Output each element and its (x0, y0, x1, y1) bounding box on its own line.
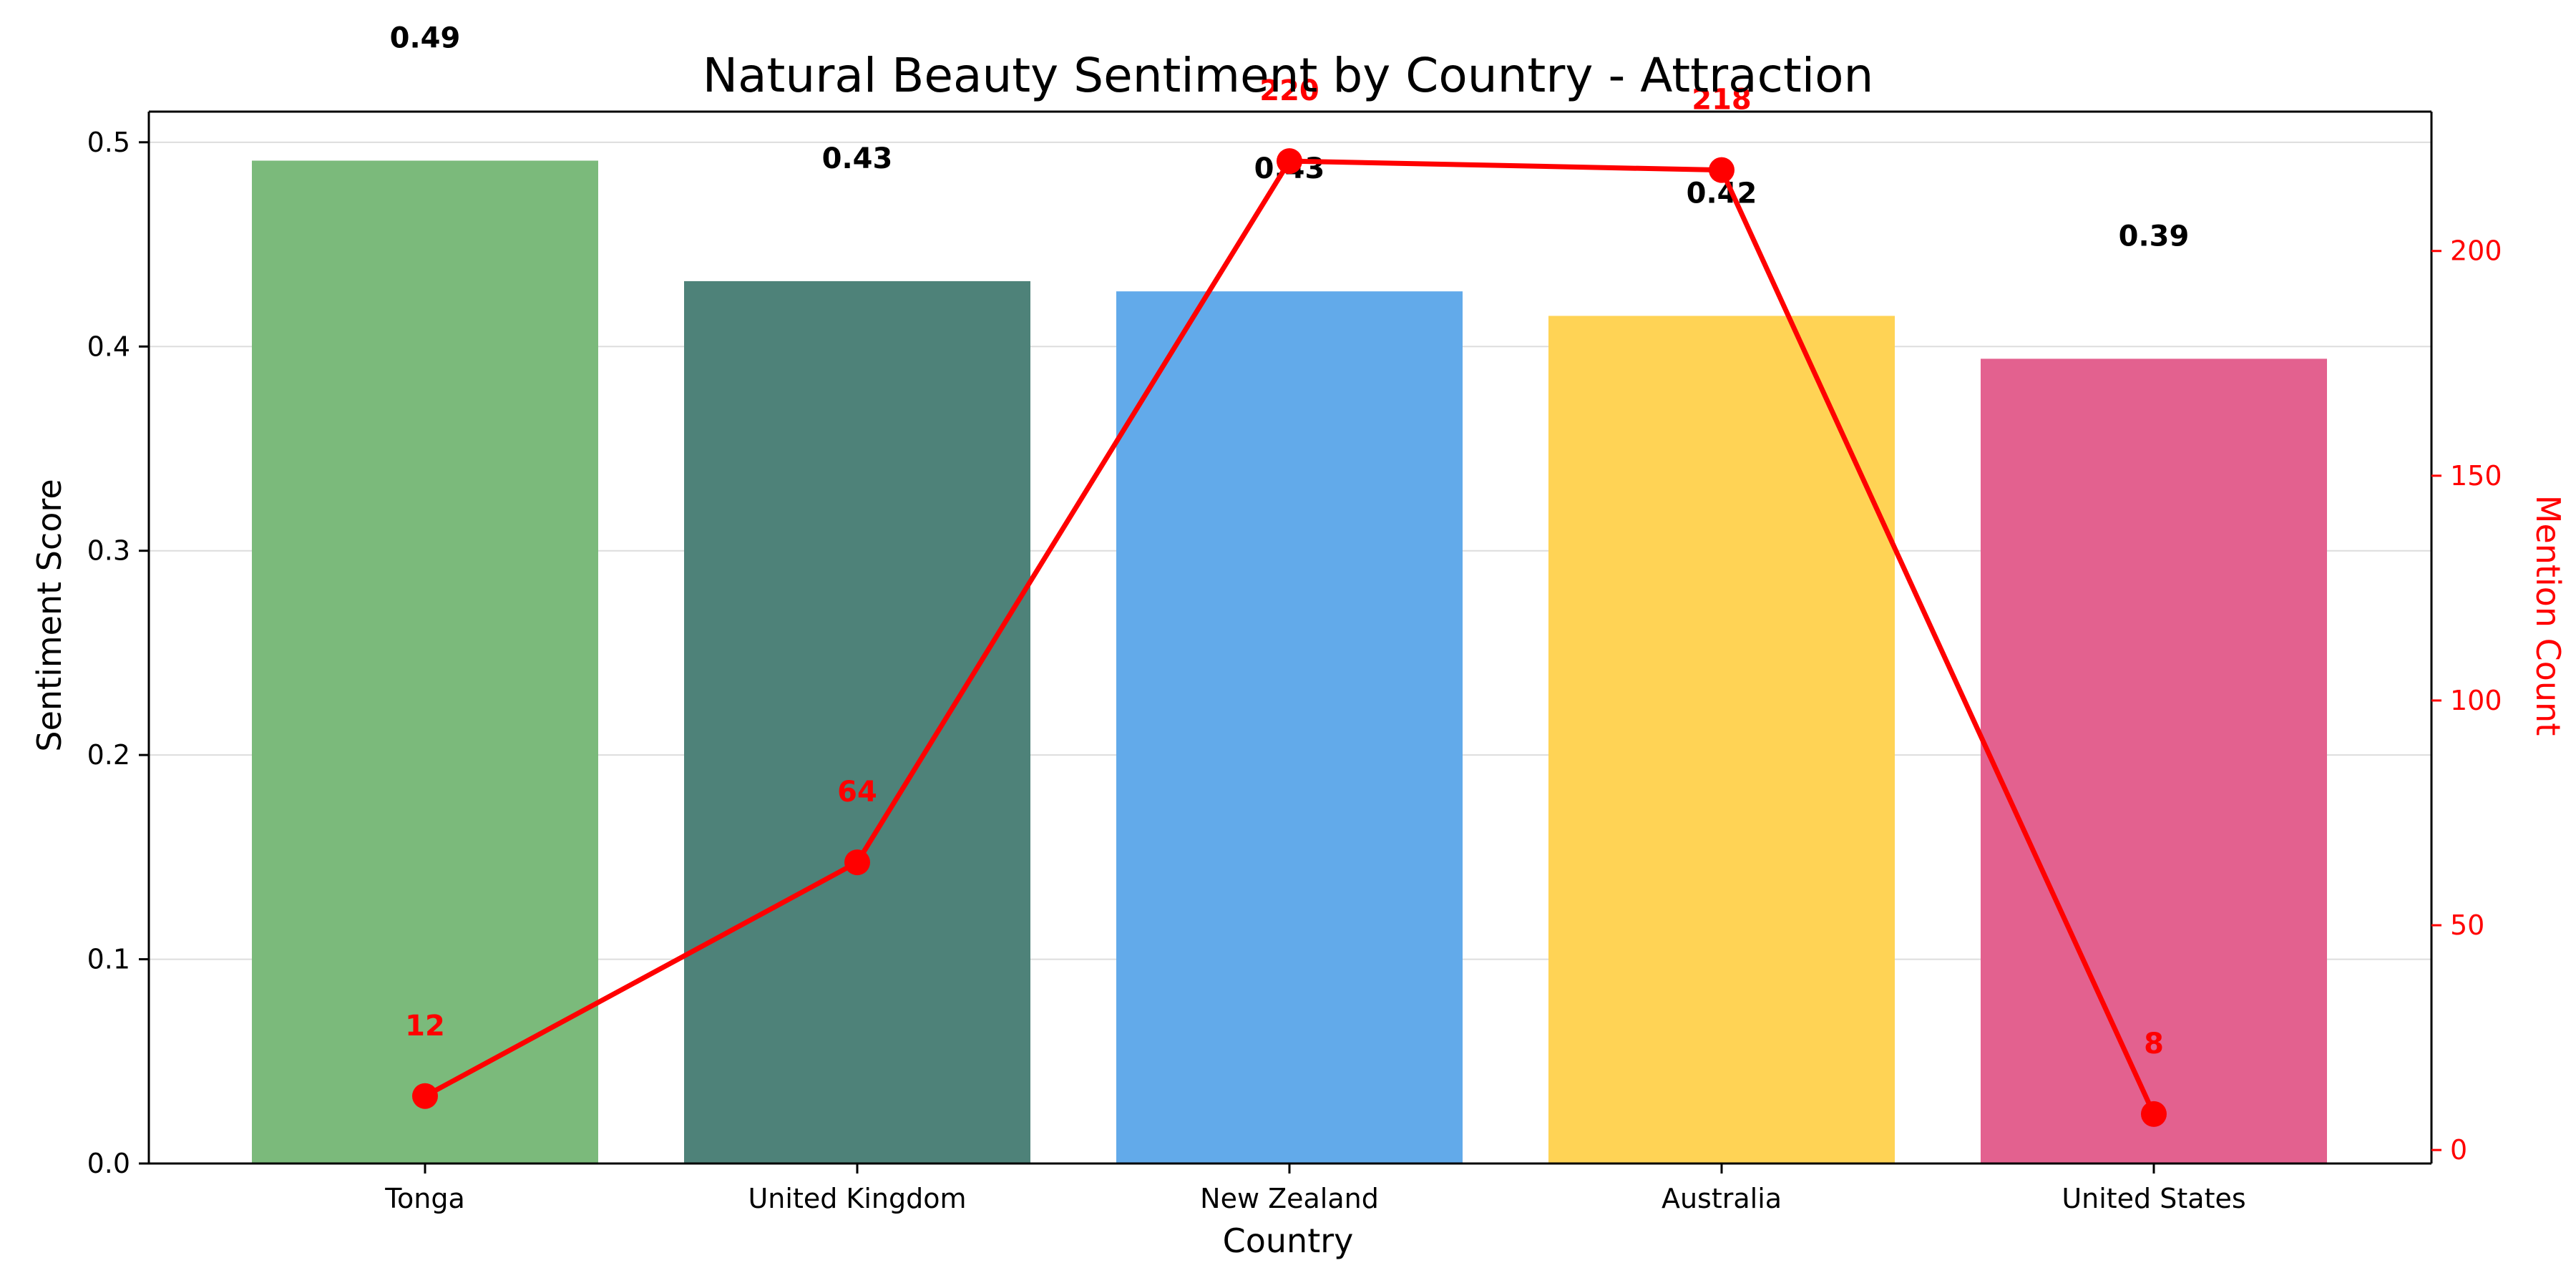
y-axis-title: Sentiment Score (30, 479, 69, 751)
x-tick-label: Tonga (384, 1183, 465, 1214)
y-tick-label: 0.5 (87, 127, 130, 158)
bar-value-label: 0.39 (2119, 220, 2190, 253)
y-tick-label: 0.0 (87, 1148, 130, 1179)
bars (252, 160, 2327, 1164)
y-tick-label: 0.2 (87, 739, 130, 771)
bar (684, 280, 1030, 1164)
mention-count-label: 220 (1259, 74, 1319, 107)
x-tick-label: New Zealand (1200, 1183, 1379, 1214)
ticks: 0.0 0.1 0.2 0.3 0.4 0.5 0 50 100 150 200 Tonga Unite… (87, 127, 2502, 1214)
y2-tick-label: 50 (2450, 909, 2484, 941)
bar-value-labels: 0.490.430.430.420.39 (390, 22, 2190, 253)
chart-title: Natural Beauty Sentiment by Country - At… (703, 48, 1874, 103)
y2-tick-label: 0 (2450, 1134, 2467, 1166)
y2-tick-label: 150 (2450, 460, 2502, 492)
bar-value-label: 0.43 (822, 142, 893, 175)
mention-point (1709, 157, 1735, 183)
x-tick-label: United Kingdom (748, 1183, 966, 1214)
y-tick-label: 0.3 (87, 535, 130, 567)
mention-count-label: 12 (405, 1010, 445, 1043)
bar (1981, 358, 2327, 1163)
mention-point (2141, 1101, 2167, 1127)
mention-point (1277, 148, 1302, 175)
x-tick-label: United States (2062, 1183, 2245, 1214)
y-tick-label: 0.1 (87, 944, 130, 975)
bar (1548, 316, 1895, 1163)
bar-value-label: 0.49 (390, 22, 461, 55)
mention-count-label: 8 (2144, 1028, 2164, 1060)
mention-count-label: 64 (837, 776, 877, 809)
x-tick-label: Australia (1662, 1183, 1782, 1214)
y-tick-label: 0.4 (87, 331, 130, 362)
bar (1116, 291, 1463, 1164)
x-axis-title: Country (1223, 1221, 1354, 1260)
mention-line (412, 148, 2167, 1127)
mention-point (844, 849, 870, 876)
bar (252, 160, 598, 1163)
y2-axis-title: Mention Count (2529, 495, 2567, 736)
y2-tick-label: 100 (2450, 685, 2502, 716)
y2-tick-label: 200 (2450, 235, 2502, 267)
mention-point (412, 1083, 438, 1109)
